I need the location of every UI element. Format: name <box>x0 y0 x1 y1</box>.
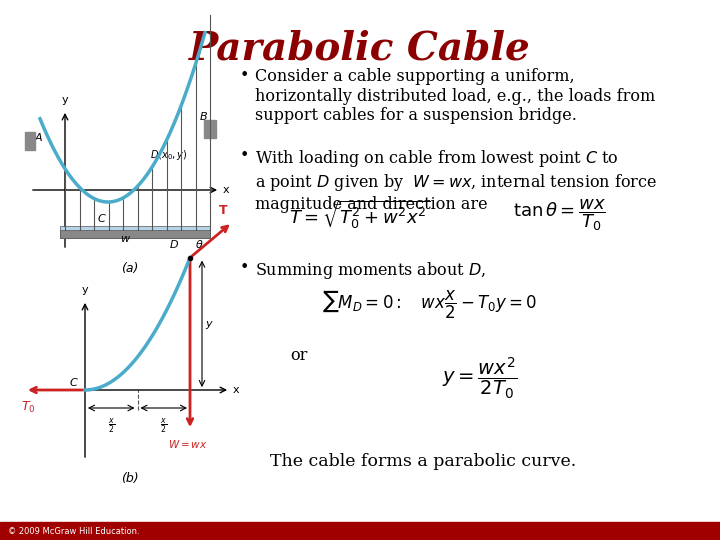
Text: w: w <box>120 234 130 244</box>
Text: y: y <box>81 285 89 295</box>
Text: A: A <box>35 133 42 143</box>
Text: (a): (a) <box>121 262 139 275</box>
Text: $T = \sqrt{T_0^2 + w^2x^2}$: $T = \sqrt{T_0^2 + w^2x^2}$ <box>289 199 431 231</box>
Text: Summing moments about $D$,: Summing moments about $D$, <box>255 260 486 281</box>
Bar <box>204 120 216 138</box>
Text: C: C <box>70 378 78 388</box>
Text: C: C <box>98 214 106 224</box>
Text: $D(x_0,y)$: $D(x_0,y)$ <box>150 148 187 162</box>
Text: $\frac{x}{2}$: $\frac{x}{2}$ <box>108 416 114 435</box>
Text: •: • <box>240 148 249 163</box>
Text: Parabolic Cable: Parabolic Cable <box>189 30 531 68</box>
Text: T: T <box>218 204 227 217</box>
Text: $y = \dfrac{wx^2}{2T_0}$: $y = \dfrac{wx^2}{2T_0}$ <box>442 355 518 401</box>
Bar <box>25 132 35 150</box>
Text: •: • <box>240 260 249 275</box>
Text: $W = wx$: $W = wx$ <box>168 438 208 450</box>
Text: $T_0$: $T_0$ <box>21 400 35 415</box>
Text: (b): (b) <box>121 472 139 485</box>
Text: © 2009 McGraw Hill Education.: © 2009 McGraw Hill Education. <box>8 526 140 536</box>
Text: y: y <box>205 319 212 329</box>
Text: x: x <box>223 185 230 195</box>
Text: y: y <box>62 95 68 105</box>
Text: D: D <box>170 240 179 249</box>
Bar <box>60 226 210 238</box>
Text: The cable forms a parabolic curve.: The cable forms a parabolic curve. <box>270 453 576 470</box>
Bar <box>60 230 210 238</box>
Bar <box>0 522 720 540</box>
Text: $\frac{x}{2}$: $\frac{x}{2}$ <box>160 416 167 435</box>
Text: x: x <box>233 385 240 395</box>
Text: Consider a cable supporting a uniform,
horizontally distributed load, e.g., the : Consider a cable supporting a uniform, h… <box>255 68 655 124</box>
Text: With loading on cable from lowest point $C$ to
a point $D$ given by  $W = wx$, i: With loading on cable from lowest point … <box>255 148 657 213</box>
Text: •: • <box>240 68 249 83</box>
Text: $\theta$: $\theta$ <box>195 238 204 249</box>
Text: or: or <box>290 347 307 363</box>
Text: $\sum M_D = 0: \quad wx\dfrac{x}{2} - T_0 y = 0$: $\sum M_D = 0: \quad wx\dfrac{x}{2} - T_… <box>323 289 538 321</box>
Text: B: B <box>200 112 207 122</box>
Text: $\tan\theta = \dfrac{wx}{T_0}$: $\tan\theta = \dfrac{wx}{T_0}$ <box>513 197 606 233</box>
